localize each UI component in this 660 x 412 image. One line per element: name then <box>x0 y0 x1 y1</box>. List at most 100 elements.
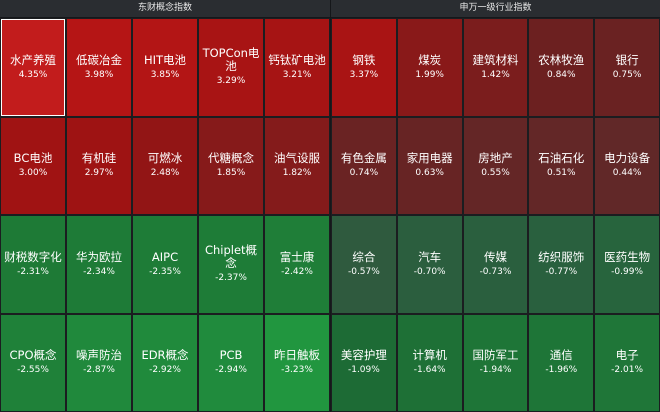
heatmap-tile[interactable]: 代糖概念 1.85% <box>199 117 263 214</box>
tile-name: 低碳冶金 <box>76 52 122 67</box>
heatmap-tile[interactable]: 农林牧渔 0.84% <box>529 19 594 116</box>
tile-name: 财税数字化 <box>4 249 62 264</box>
heatmap-tile[interactable]: 钢铁 3.37% <box>332 19 396 116</box>
tile-change-percent: -2.31% <box>17 266 49 277</box>
heatmap-tile[interactable]: 油气设服 1.82% <box>265 117 329 214</box>
tile-change-percent: -0.99% <box>611 266 643 277</box>
tile-change-percent: -2.42% <box>281 266 313 277</box>
heatmap-tile[interactable]: BC电池 3.00% <box>1 117 65 214</box>
tile-change-percent: -0.73% <box>479 266 512 277</box>
tile-change-percent: -1.09% <box>347 365 380 376</box>
heatmap-tile[interactable]: 建筑材料 1.42% <box>463 19 528 116</box>
tile-name: 综合 <box>352 249 376 264</box>
tile-change-percent: 1.85% <box>216 168 246 179</box>
tile-change-percent: 3.98% <box>84 69 114 80</box>
tile-name: 水产养殖 <box>10 52 56 67</box>
tile-name: 噪声防治 <box>76 348 122 363</box>
tile-name: 有色金属 <box>340 151 387 166</box>
tile-name: 昨日触板 <box>274 348 320 363</box>
tile-name: 医药生物 <box>604 249 651 264</box>
tile-change-percent: -2.37% <box>215 273 247 284</box>
industry-index-title: 申万一级行业指数 <box>331 0 660 18</box>
tile-change-percent: 0.84% <box>546 69 576 80</box>
tile-name: 通信 <box>549 348 573 363</box>
tile-change-percent: 1.42% <box>481 69 510 80</box>
heatmap-tile[interactable]: 美容护理 -1.09% <box>332 314 396 411</box>
heatmap-tile[interactable]: 银行 0.75% <box>595 19 659 116</box>
heatmap-tile[interactable]: EDR概念 -2.92% <box>133 314 197 411</box>
tile-change-percent: -2.87% <box>83 365 115 376</box>
heatmap-tile[interactable]: 富士康 -2.42% <box>265 216 329 313</box>
tile-change-percent: 0.51% <box>546 168 576 179</box>
tile-change-percent: -0.57% <box>347 266 380 277</box>
tile-name: BC电池 <box>13 151 53 166</box>
tile-name: 国防军工 <box>472 348 519 363</box>
heatmap-tile[interactable]: 电力设备 0.44% <box>595 117 659 214</box>
heatmap-tile[interactable]: 华为欧拉 -2.34% <box>67 216 131 313</box>
heatmap-tile[interactable]: 昨日触板 -3.23% <box>265 314 329 411</box>
heatmap-tile[interactable]: 房地产 0.55% <box>463 117 528 214</box>
heatmap-tile[interactable]: 家用电器 0.63% <box>397 117 462 214</box>
tile-change-percent: 0.74% <box>349 168 379 179</box>
heatmap-tile[interactable]: 传媒 -0.73% <box>463 216 528 313</box>
heatmap-tile[interactable]: 汽车 -0.70% <box>397 216 462 313</box>
tile-name: 传媒 <box>483 249 507 264</box>
tile-change-percent: -2.55% <box>17 365 49 376</box>
tile-name: HIT电池 <box>143 52 187 67</box>
heatmap-tile[interactable]: 低碳冶金 3.98% <box>67 19 131 116</box>
tile-name: 钙钛矿电池 <box>268 52 326 67</box>
heatmap-tile[interactable]: PCB -2.94% <box>199 314 263 411</box>
heatmap-tile[interactable]: 石油石化 0.51% <box>529 117 594 214</box>
industry-index-panel: 申万一级行业指数 钢铁 3.37% 煤炭 1.99% 建筑材料 1.42% 农林牧渔 0.84… <box>331 0 660 412</box>
heatmap-tile[interactable]: 纺织服饰 -0.77% <box>529 216 594 313</box>
tile-name: 建筑材料 <box>472 52 519 67</box>
heatmap-tile[interactable]: CPO概念 -2.55% <box>1 314 65 411</box>
tile-change-percent: -2.92% <box>149 365 181 376</box>
heatmap-tile[interactable]: TOPCon电池 3.29% <box>199 19 263 116</box>
heatmap-tile[interactable]: 财税数字化 -2.31% <box>1 216 65 313</box>
heatmap-tile[interactable]: Chiplet概念 -2.37% <box>199 216 263 313</box>
tile-name: EDR概念 <box>141 348 189 363</box>
tile-name: 油气设服 <box>274 151 320 166</box>
heatmap-tile[interactable]: 计算机 -1.64% <box>397 314 462 411</box>
heatmap-tile[interactable]: AIPC -2.35% <box>133 216 197 313</box>
heatmap-tile[interactable]: 可燃冰 2.48% <box>133 117 197 214</box>
tile-name: 代糖概念 <box>208 151 254 166</box>
tile-name: TOPCon电池 <box>202 46 260 74</box>
tile-change-percent: -2.94% <box>215 365 247 376</box>
heatmap-tile[interactable]: 有机硅 2.97% <box>67 117 131 214</box>
tile-change-percent: 3.29% <box>216 76 246 87</box>
tile-change-percent: -2.34% <box>83 266 115 277</box>
heatmap-tile[interactable]: HIT电池 3.85% <box>133 19 197 116</box>
tile-change-percent: -2.35% <box>149 266 181 277</box>
tile-change-percent: -0.70% <box>413 266 446 277</box>
heatmap-tile[interactable]: 水产养殖 4.35% <box>1 19 65 116</box>
tile-name: 电子 <box>615 348 639 363</box>
tile-name: 钢铁 <box>352 52 376 67</box>
tile-name: AIPC <box>151 249 179 264</box>
concept-index-title: 东财概念指数 <box>0 0 330 18</box>
heatmap-tile[interactable]: 有色金属 0.74% <box>332 117 396 214</box>
tile-name: 银行 <box>615 52 639 67</box>
tile-change-percent: 3.37% <box>349 69 379 80</box>
heatmap-tile[interactable]: 噪声防治 -2.87% <box>67 314 131 411</box>
heatmap-tile[interactable]: 国防军工 -1.94% <box>463 314 528 411</box>
heatmap-tile[interactable]: 钙钛矿电池 3.21% <box>265 19 329 116</box>
tile-name: 石油石化 <box>538 151 585 166</box>
tile-change-percent: -2.01% <box>611 365 643 376</box>
tile-change-percent: -1.94% <box>479 365 512 376</box>
tile-change-percent: -1.64% <box>413 365 446 376</box>
heatmap-tile[interactable]: 煤炭 1.99% <box>397 19 462 116</box>
tile-name: 计算机 <box>412 348 447 363</box>
heatmap-tile[interactable]: 综合 -0.57% <box>332 216 396 313</box>
industry-index-grid: 钢铁 3.37% 煤炭 1.99% 建筑材料 1.42% 农林牧渔 0.84% 银行 0.75% 有… <box>331 18 660 411</box>
heatmap-tile[interactable]: 通信 -1.96% <box>529 314 594 411</box>
tile-change-percent: 4.35% <box>18 69 48 80</box>
tile-change-percent: 0.44% <box>612 168 642 179</box>
tile-change-percent: 1.99% <box>415 69 444 80</box>
heatmap-tile[interactable]: 电子 -2.01% <box>595 314 659 411</box>
tile-name: 农林牧渔 <box>538 52 585 67</box>
tile-name: 家用电器 <box>406 151 453 166</box>
heatmap-tile[interactable]: 医药生物 -0.99% <box>595 216 659 313</box>
